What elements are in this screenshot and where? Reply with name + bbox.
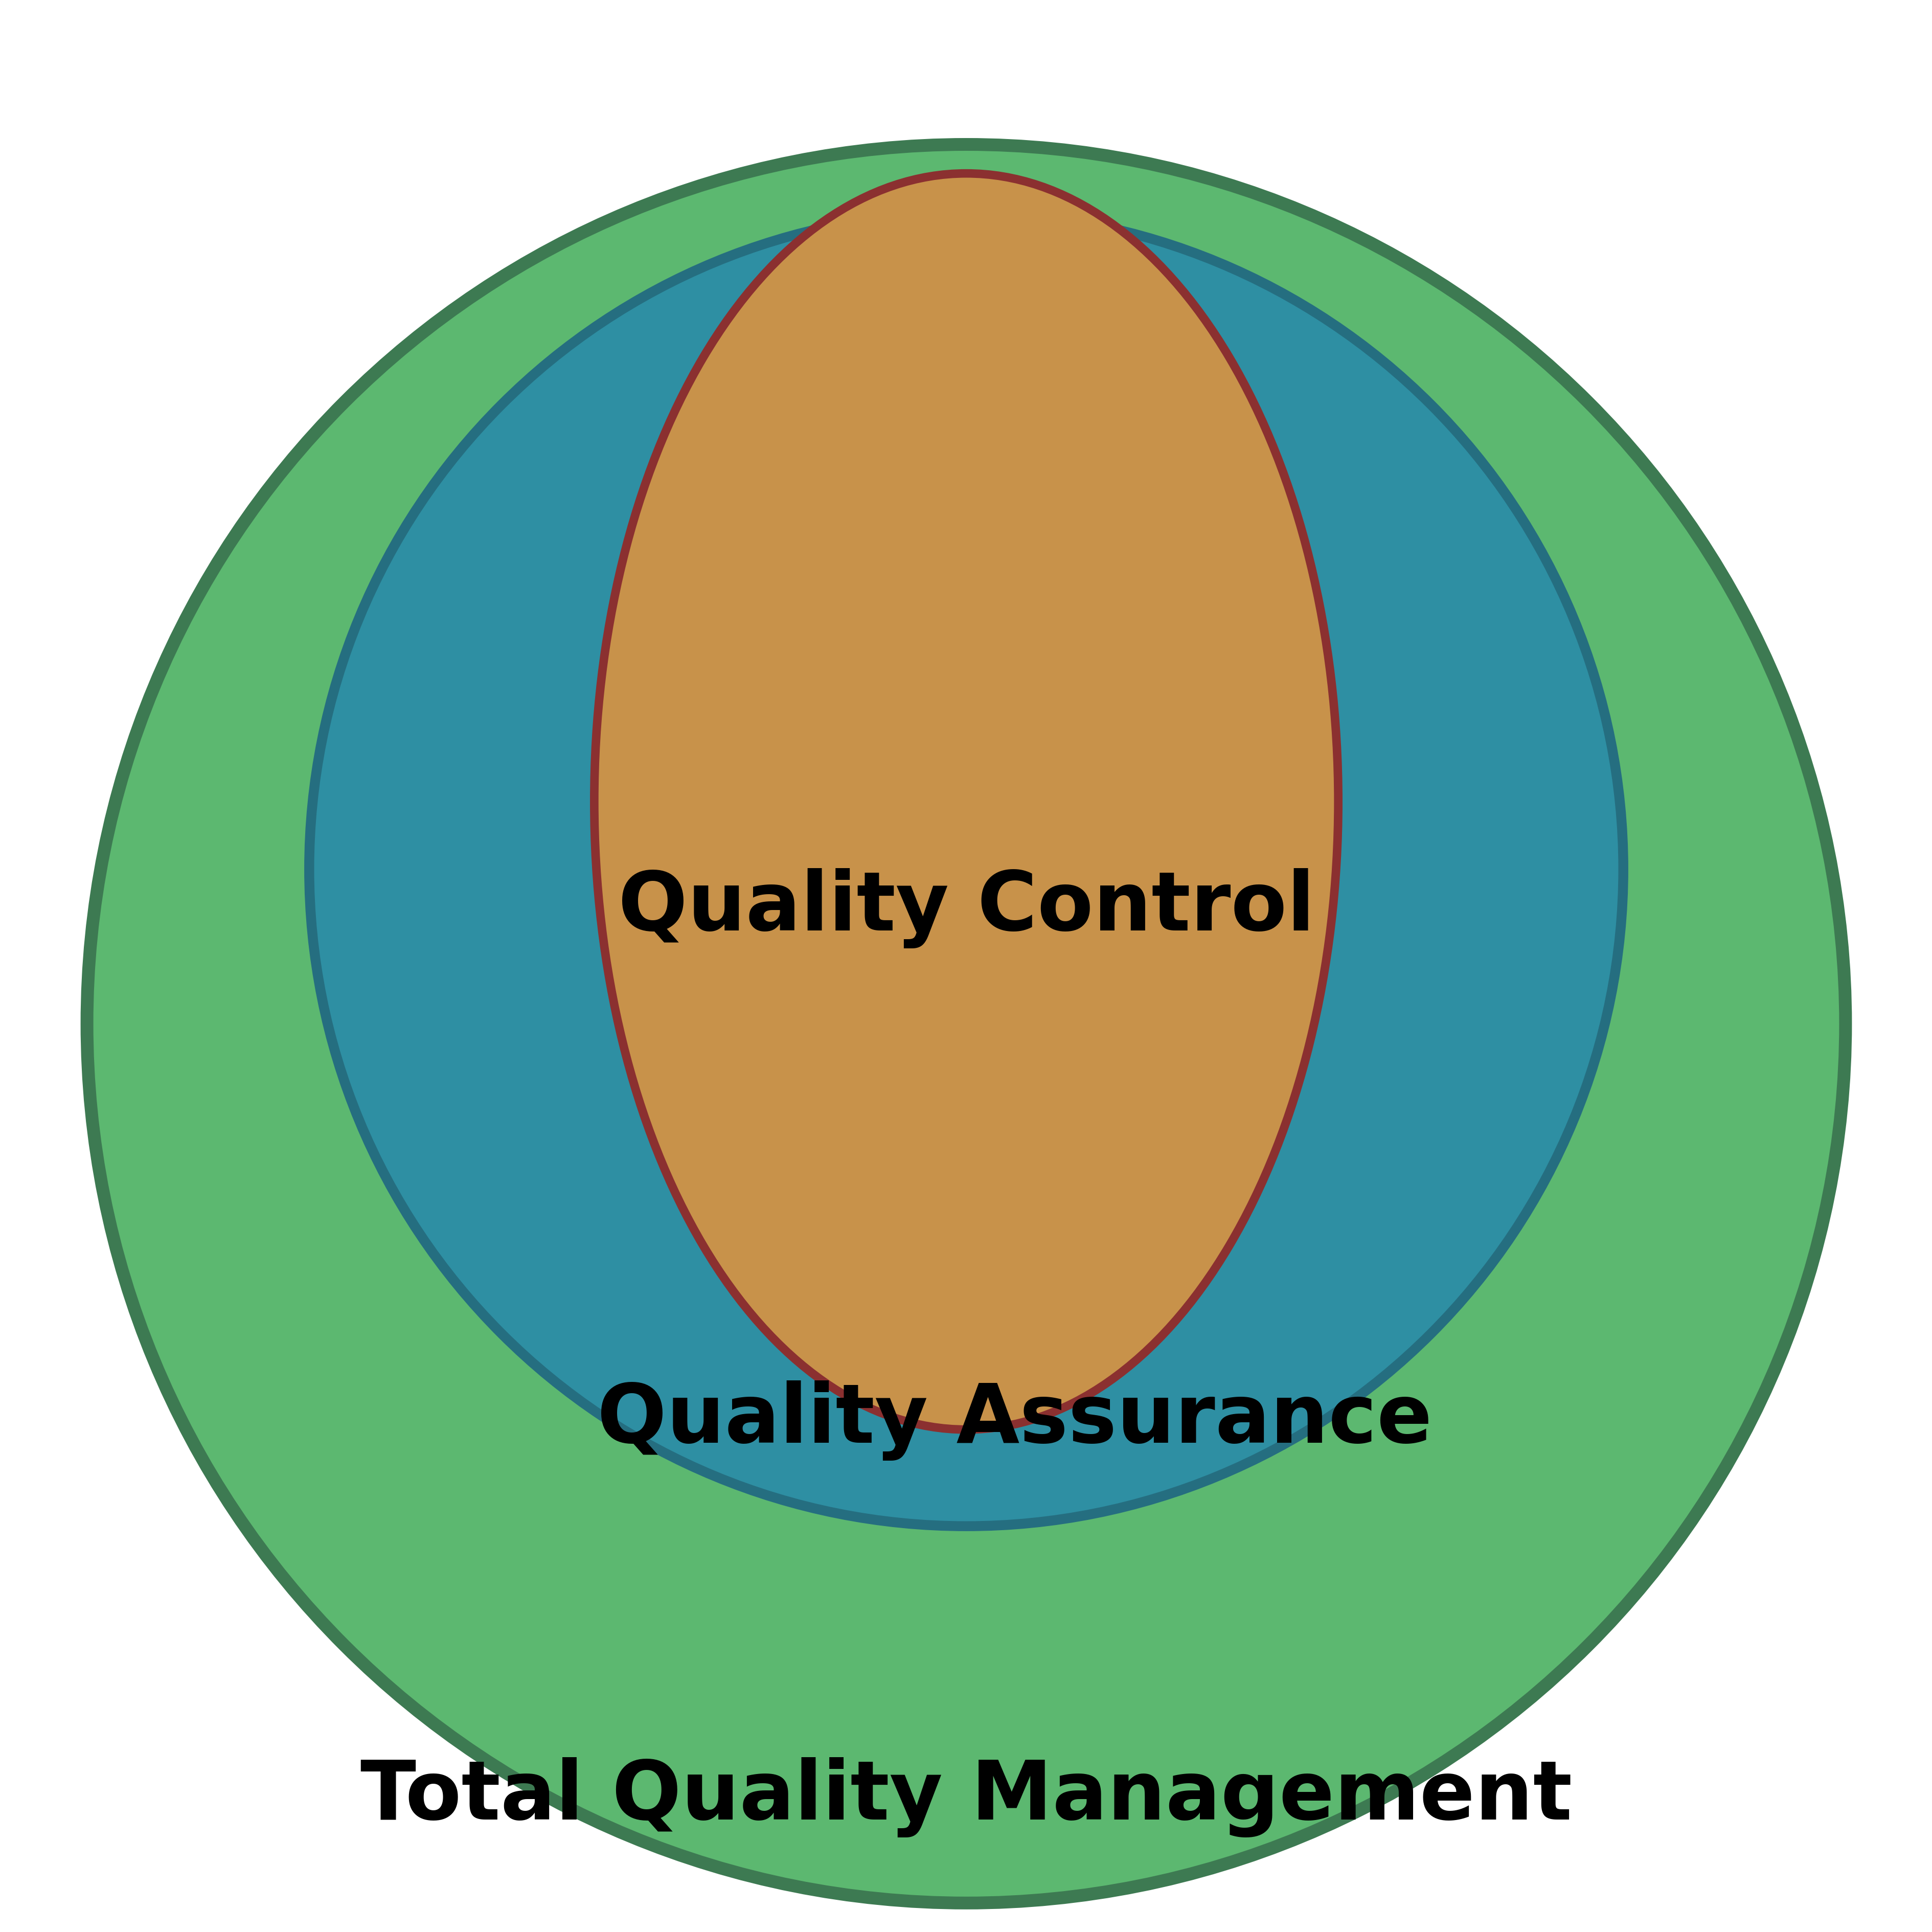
Text: Total Quality Management: Total Quality Management: [359, 1756, 1573, 1837]
Text: Quality Assurance: Quality Assurance: [597, 1379, 1432, 1461]
Circle shape: [309, 213, 1623, 1526]
Text: Quality Control: Quality Control: [618, 867, 1314, 949]
Ellipse shape: [595, 174, 1339, 1430]
Circle shape: [87, 145, 1845, 1903]
